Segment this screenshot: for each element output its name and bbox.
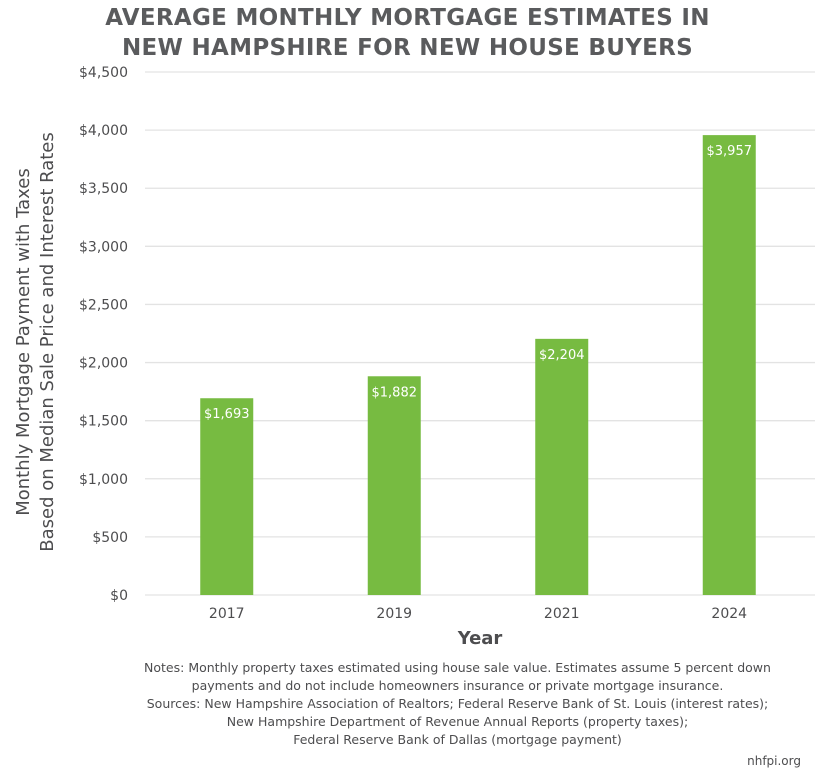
y-axis-label-line-1: Monthly Mortgage Payment with Taxes [13,168,34,516]
y-tick-label: $4,500 [79,65,128,81]
bar [367,376,421,595]
y-axis-label: Monthly Mortgage Payment with Taxes Base… [12,82,60,602]
bar [702,135,756,595]
y-tick-label: $4,000 [79,123,128,139]
data-label: $2,204 [539,348,585,363]
source-site: nhfpi.org [747,754,801,768]
data-label: $1,693 [204,407,250,422]
y-tick-label: $2,500 [79,297,128,313]
notes-line-4: New Hampshire Department of Revenue Annu… [226,714,689,729]
y-tick-label: $1,500 [79,414,128,430]
x-axis-label: Year [457,628,503,649]
notes: Notes: Monthly property taxes estimated … [100,659,815,749]
y-tick-label: $500 [92,530,128,546]
y-tick-label: $2,000 [79,356,128,372]
y-tick-label: $3,000 [79,239,128,255]
bar [200,398,254,595]
notes-line-3: Sources: New Hampshire Association of Re… [146,696,769,711]
y-axis-label-line-2: Based on Median Sale Price and Interest … [37,132,58,552]
title-line-2: NEW HAMPSHIRE FOR NEW HOUSE BUYERS [121,35,694,61]
notes-line-1: Notes: Monthly property taxes estimated … [144,660,771,675]
x-tick-label: 2024 [711,606,747,622]
data-label: $1,882 [372,385,418,400]
chart-title: AVERAGE MONTHLY MORTGAGE ESTIMATES IN NE… [0,3,815,63]
y-tick-label: $1,000 [79,472,128,488]
title-line-1: AVERAGE MONTHLY MORTGAGE ESTIMATES IN [105,5,710,31]
y-tick-label: $0 [110,588,128,604]
x-tick-label: 2021 [544,606,580,622]
x-tick-label: 2019 [376,606,412,622]
x-tick-label: 2017 [209,606,245,622]
y-tick-label: $3,500 [79,181,128,197]
bar [535,338,589,595]
notes-line-2: payments and do not include homeowners i… [191,678,724,693]
data-label: $3,957 [707,144,753,159]
notes-line-5: Federal Reserve Bank of Dallas (mortgage… [293,732,622,747]
